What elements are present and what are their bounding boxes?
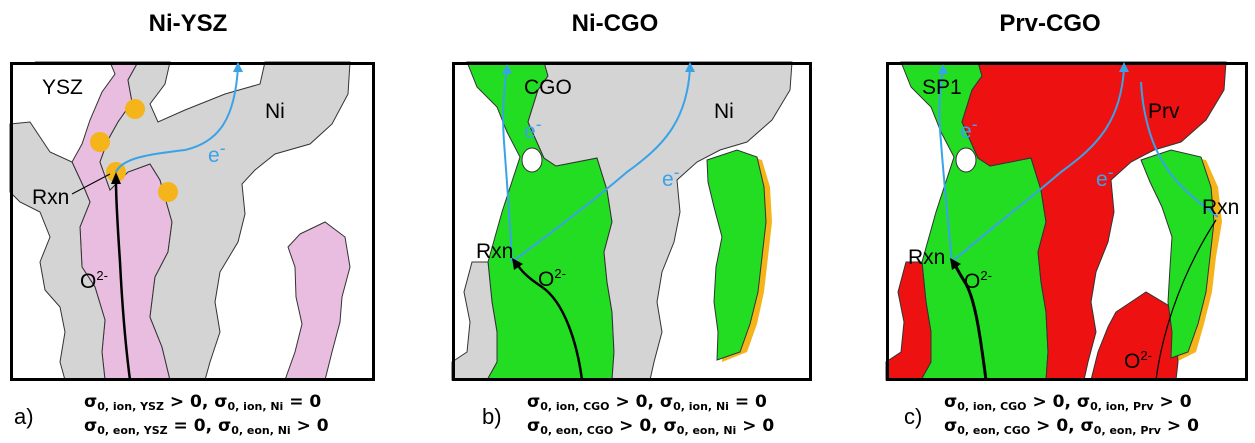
ion-arrowhead	[512, 258, 523, 270]
electron-arrowhead	[233, 62, 243, 72]
electron-arrowhead	[938, 64, 948, 74]
panel-b-eq-ion: σ0, ion, CGO > 0, σ0, ion, Ni = 0	[527, 392, 767, 413]
electron-label: e-	[960, 114, 978, 143]
panel-a: YSZ Ni e- Rxn O2-	[9, 61, 375, 382]
ni-phase-lower-left	[451, 261, 498, 381]
panel-a-eq-ion: σ0, ion, YSZ > 0, σ0, ion, Ni = 0	[84, 392, 322, 413]
oxide-ion-label: O2-	[1124, 348, 1152, 373]
panel-c-diagram	[885, 61, 1248, 381]
panel-a-frame	[10, 62, 375, 381]
cgo-phase-right	[706, 149, 767, 361]
panel-b-frame	[452, 62, 812, 381]
cgo-phase-right	[1140, 149, 1215, 359]
panel-c-frame	[886, 62, 1248, 381]
tpb-dot	[158, 182, 178, 202]
oxide-ion-label: O2-	[964, 268, 992, 293]
tpb-dot	[90, 132, 110, 152]
panel-c-title: Prv-CGO	[999, 10, 1101, 37]
rxn-leader	[71, 173, 111, 195]
prv-label: Prv	[1148, 100, 1180, 123]
sp1-label: SP1	[922, 76, 962, 99]
rxn-label: Rxn	[908, 246, 946, 269]
panel-c-eq-ion: σ0, ion, CGO > 0, σ0, ion, Prv > 0	[944, 392, 1192, 413]
ion-path	[114, 181, 132, 381]
panel-b: CGO Ni e- e- Rxn O2-	[451, 61, 812, 382]
ni-label: Ni	[714, 100, 734, 123]
electron-label: e-	[662, 162, 680, 191]
panel-b-title: Ni-CGO	[571, 10, 659, 37]
electron-path-cgo	[502, 69, 513, 263]
ion-path-right	[1155, 219, 1217, 381]
ysz-phase-right	[284, 221, 351, 381]
electron-label: e-	[524, 114, 542, 143]
electron-path-prv	[951, 67, 1125, 263]
ion-path	[952, 261, 988, 381]
ion-arrowhead	[950, 258, 961, 270]
pore	[955, 147, 977, 173]
electron-label: e-	[208, 138, 226, 167]
panel-b-letter: b)	[482, 404, 502, 429]
panel-b-diagram	[451, 61, 812, 381]
panel-c-letter: c)	[904, 404, 923, 429]
panel-c-eq-eon: σ0, eon, CGO > 0, σ0, eon, Prv > 0	[944, 416, 1199, 437]
electron-path-ni	[511, 67, 691, 263]
rxn-label: Rxn	[32, 186, 70, 209]
electron-path	[115, 66, 239, 173]
oxide-ion-label: O2-	[80, 268, 108, 293]
electron-label: e-	[1096, 162, 1114, 191]
electron-arrowhead	[502, 64, 512, 74]
ni-label: Ni	[265, 100, 285, 123]
electron-arrowhead	[1119, 62, 1129, 72]
panel-a-diagram	[9, 61, 375, 381]
pore	[521, 147, 543, 173]
electron-arrowhead	[685, 62, 695, 72]
rxn-label: Rxn	[1202, 196, 1240, 219]
ion-path	[514, 261, 584, 381]
electron-path-prv-right	[1140, 81, 1219, 218]
panel-b-eq-eon: σ0, eon, CGO > 0, σ0, eon, Ni > 0	[527, 416, 775, 437]
cgo-label: CGO	[524, 76, 572, 99]
panel-a-title: Ni-YSZ	[148, 10, 228, 37]
rxn-label: Rxn	[476, 240, 514, 263]
prv-phase-lower-left	[885, 261, 932, 381]
panel-a-letter: a)	[14, 404, 34, 429]
tpb-dot	[125, 99, 145, 119]
ysz-label: YSZ	[42, 76, 83, 99]
panel-a-eq-eon: σ0, eon, YSZ = 0, σ0, eon, Ni > 0	[84, 416, 329, 437]
electron-path-cgo	[938, 69, 953, 263]
prv-phase-lower-right	[1090, 291, 1179, 381]
oxide-ion-label: O2-	[538, 266, 566, 291]
ion-arrowhead	[111, 172, 121, 184]
panel-c: SP1 Prv e- e- Rxn Rxn O2- O2-	[885, 61, 1248, 382]
